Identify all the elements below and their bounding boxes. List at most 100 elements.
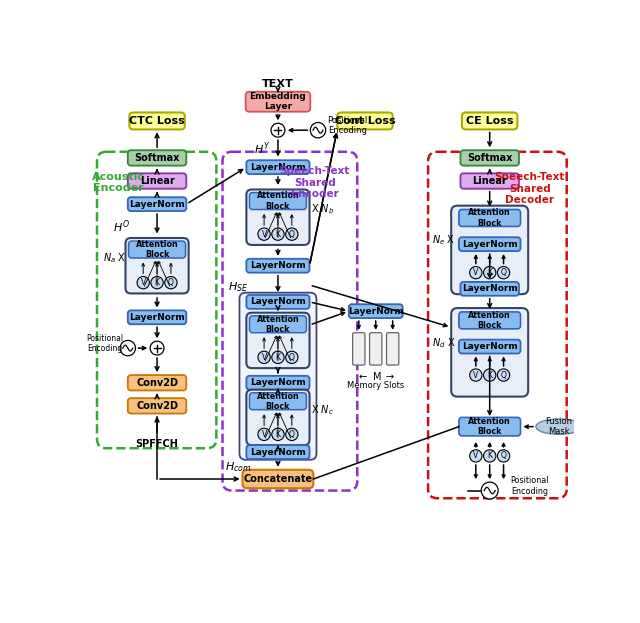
Text: X $N_b$: X $N_b$ [311,202,334,216]
FancyBboxPatch shape [387,333,399,365]
FancyBboxPatch shape [246,259,310,273]
Text: X $N_c$: X $N_c$ [311,403,334,417]
Ellipse shape [536,419,582,434]
Text: K: K [487,371,492,379]
Text: Linear: Linear [140,176,175,186]
FancyBboxPatch shape [246,92,310,112]
Circle shape [285,351,298,363]
Text: Cont Loss: Cont Loss [335,116,396,126]
Text: Speech-Text
Shared
Decoder: Speech-Text Shared Decoder [495,172,565,206]
Text: K: K [275,230,280,239]
Text: Positional
Encoding: Positional Encoding [327,116,367,135]
Text: Attention
Block: Attention Block [257,315,300,334]
Text: V: V [262,230,267,239]
Text: CE Loss: CE Loss [466,116,513,126]
FancyBboxPatch shape [451,206,528,294]
FancyBboxPatch shape [250,316,307,333]
FancyBboxPatch shape [246,445,310,459]
Text: SPFFCH: SPFFCH [136,439,179,449]
Text: LayerNorm: LayerNorm [250,447,306,457]
FancyBboxPatch shape [460,173,519,189]
Circle shape [497,267,509,279]
Circle shape [258,428,270,440]
Text: Q: Q [500,371,506,379]
FancyBboxPatch shape [128,375,186,391]
Circle shape [272,351,284,363]
FancyBboxPatch shape [462,113,517,130]
Text: K: K [487,268,492,277]
FancyBboxPatch shape [128,150,186,166]
Circle shape [150,341,164,355]
Text: LayerNorm: LayerNorm [250,378,306,388]
Text: $N_d$ X: $N_d$ X [432,336,455,350]
Text: V: V [473,371,479,379]
Text: Attention
Block: Attention Block [468,311,511,330]
Text: $\leftarrow$ M $\rightarrow$: $\leftarrow$ M $\rightarrow$ [356,370,395,382]
Text: TEXT: TEXT [262,79,294,89]
Circle shape [258,351,270,363]
Text: K: K [155,278,159,287]
FancyBboxPatch shape [246,189,310,245]
FancyBboxPatch shape [246,295,310,309]
Text: Fusion
Mask: Fusion Mask [545,417,573,436]
FancyBboxPatch shape [128,398,186,414]
Text: Linear: Linear [472,176,507,186]
FancyBboxPatch shape [459,312,520,329]
Circle shape [120,340,136,356]
FancyBboxPatch shape [128,197,186,211]
Circle shape [271,123,285,137]
Text: LayerNorm: LayerNorm [462,240,518,249]
FancyBboxPatch shape [353,333,365,365]
Text: V: V [473,268,479,277]
FancyBboxPatch shape [243,470,314,488]
Text: Positional
Encoding: Positional Encoding [511,476,549,496]
Text: Speech-Text
Shared
Encoder: Speech-Text Shared Encoder [280,166,350,199]
FancyBboxPatch shape [459,209,520,226]
FancyBboxPatch shape [349,304,403,318]
Text: $N_a$ X: $N_a$ X [103,251,126,265]
FancyBboxPatch shape [239,293,316,460]
Text: Attention
Block: Attention Block [468,417,511,436]
Text: Q: Q [500,452,506,460]
FancyBboxPatch shape [451,308,528,397]
Text: Q: Q [500,268,506,277]
Text: LayerNorm: LayerNorm [348,307,404,316]
Text: $H^Y$: $H^Y$ [254,140,271,157]
FancyBboxPatch shape [369,333,382,365]
Text: Embedding
Layer: Embedding Layer [250,92,307,112]
Text: LayerNorm: LayerNorm [129,199,185,209]
Text: K: K [275,353,280,362]
Text: V: V [141,278,146,287]
Circle shape [310,123,326,138]
Circle shape [497,369,509,381]
Circle shape [481,482,498,499]
Text: Q: Q [289,353,295,362]
Text: V: V [262,430,267,439]
FancyBboxPatch shape [460,150,519,166]
Text: Q: Q [168,278,174,287]
Text: V: V [473,452,479,460]
FancyBboxPatch shape [246,313,310,368]
Text: LayerNorm: LayerNorm [462,342,518,351]
Text: LayerNorm: LayerNorm [250,163,306,172]
Circle shape [285,228,298,240]
FancyBboxPatch shape [128,173,186,189]
Text: Concatenate: Concatenate [243,474,312,484]
Text: K: K [487,452,492,460]
Text: LayerNorm: LayerNorm [250,261,306,270]
FancyBboxPatch shape [246,376,310,390]
Circle shape [470,450,482,462]
Text: K: K [275,430,280,439]
Circle shape [484,450,496,462]
Text: Q: Q [289,430,295,439]
Text: $H^O$: $H^O$ [113,218,130,235]
Text: Positional
Encoding: Positional Encoding [86,334,124,353]
FancyBboxPatch shape [459,237,520,251]
Text: $N_e$ X: $N_e$ X [432,234,455,247]
Text: $H_{com}$: $H_{com}$ [225,460,251,474]
Circle shape [151,277,163,289]
FancyBboxPatch shape [129,241,186,258]
Circle shape [470,369,482,381]
Text: LayerNorm: LayerNorm [129,313,185,322]
FancyBboxPatch shape [459,417,520,436]
